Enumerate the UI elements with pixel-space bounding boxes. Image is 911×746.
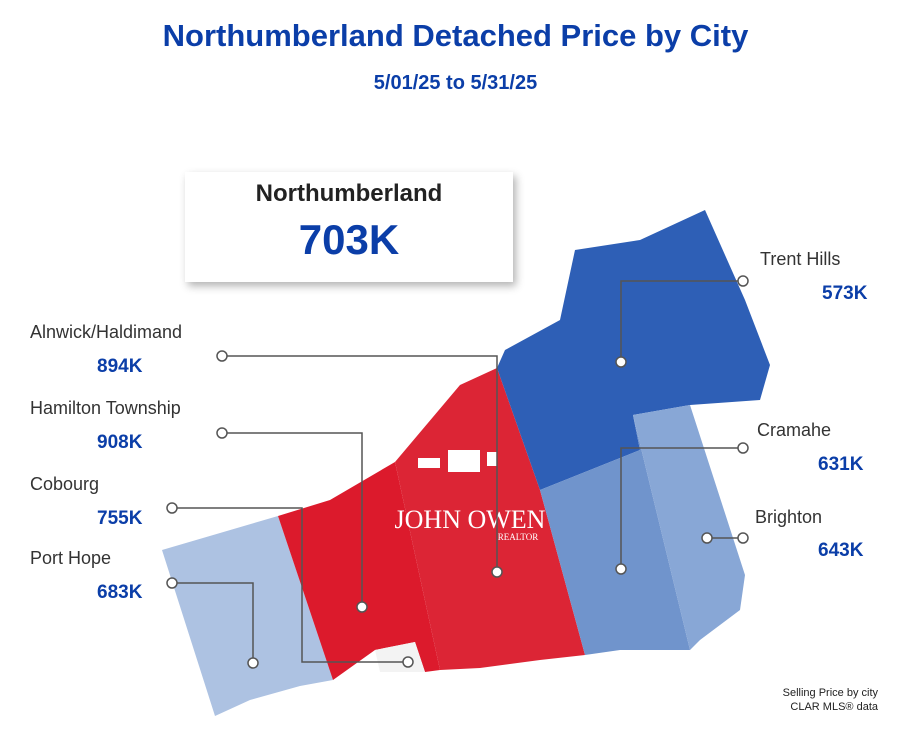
value-alnwick: 894K	[97, 356, 143, 377]
label-brighton: Brighton	[755, 507, 823, 527]
region-port-hope[interactable]	[162, 516, 333, 716]
footer-note: Selling Price by city CLAR MLS® data	[783, 686, 878, 714]
label-trent-hills: Trent Hills	[760, 249, 841, 269]
region-alnwick-haldimand[interactable]	[395, 368, 585, 670]
value-cramahe: 631K	[818, 454, 864, 475]
svg-text:REALTOR: REALTOR	[498, 532, 539, 542]
label-cobourg: Cobourg	[30, 474, 100, 494]
region-brighton[interactable]	[633, 405, 745, 650]
region-hamilton-township[interactable]	[278, 462, 440, 680]
label-cramahe: Cramahe	[757, 420, 832, 440]
callout-lines	[172, 280, 743, 663]
footer-line2: CLAR MLS® data	[790, 701, 878, 713]
date-range: 5/01/25 to 5/31/25	[373, 72, 538, 94]
label-alnwick: Alnwick/Haldimand	[30, 322, 183, 342]
value-cobourg: 755K	[97, 508, 143, 529]
value-trent-hills: 573K	[822, 283, 868, 304]
page-title: Northumberland Detached Price by City	[162, 18, 749, 53]
svg-text:JOHN OWEN: JOHN OWEN	[395, 505, 546, 534]
value-hamilton: 908K	[97, 432, 143, 453]
value-brighton: 643K	[818, 540, 864, 561]
label-port-hope: Port Hope	[30, 548, 112, 568]
summary-value: 703K	[298, 216, 400, 263]
label-hamilton: Hamilton Township	[30, 398, 181, 418]
summary-name: Northumberland	[255, 180, 443, 207]
callout-dots	[166, 275, 749, 669]
value-port-hope: 683K	[97, 582, 143, 603]
region-cramahe[interactable]	[540, 415, 690, 655]
region-trent-hills[interactable]	[497, 210, 770, 490]
summary-card: Northumberland 703K	[185, 172, 513, 282]
footer-line1: Selling Price by city	[782, 687, 878, 699]
logo: JOHN OWEN REALTOR	[395, 450, 546, 542]
